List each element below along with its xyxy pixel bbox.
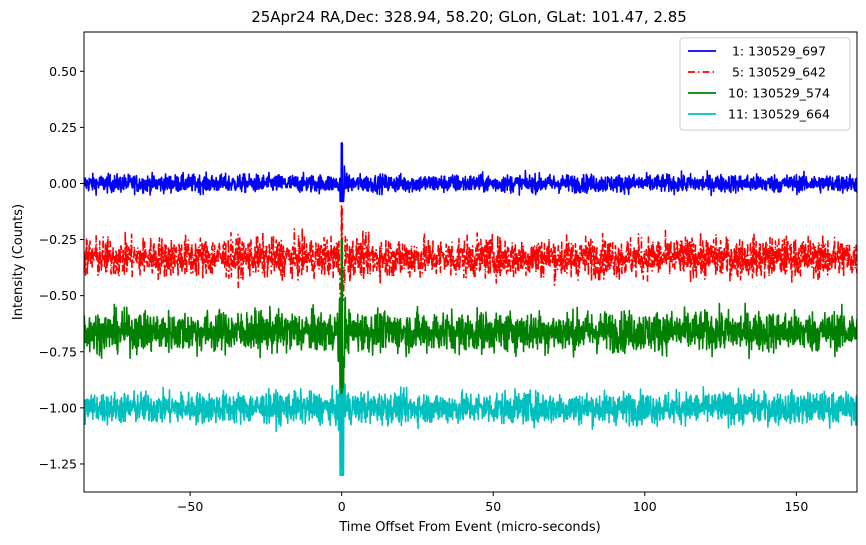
x-axis-label: Time Offset From Event (micro-seconds) xyxy=(338,520,601,535)
y-axis-label: Intensity (Counts) xyxy=(11,204,26,320)
y-tick-label: −1.25 xyxy=(39,456,77,471)
legend-box xyxy=(679,37,851,131)
x-axis: −50 0 50 100 150 xyxy=(177,492,808,514)
x-tick-label: 0 xyxy=(338,499,346,514)
y-tick-label: 0.50 xyxy=(49,64,77,79)
legend: 1: 130529_697 5: 130529_642 10: 130529_57… xyxy=(679,37,851,131)
series-line-4 xyxy=(84,383,857,476)
legend-label: 10: 130529_574 xyxy=(728,86,830,101)
legend-label: 11: 130529_664 xyxy=(728,107,830,122)
x-tick-label: 50 xyxy=(485,499,501,514)
x-tick-label: −50 xyxy=(177,499,203,514)
y-tick-label: 0.25 xyxy=(49,120,77,135)
y-tick-label: 0.00 xyxy=(49,176,77,191)
x-tick-label: 150 xyxy=(784,499,808,514)
series-line-2 xyxy=(84,205,857,301)
y-tick-label: −0.25 xyxy=(39,232,77,247)
y-tick-label: −1.00 xyxy=(39,400,77,415)
x-tick-label: 100 xyxy=(633,499,657,514)
y-axis: 0.50 0.25 0.00 −0.25 −0.50 −0.75 −1.00 −1.25 xyxy=(39,64,84,471)
plot-area xyxy=(84,142,857,476)
legend-label: 5: 130529_642 xyxy=(728,65,826,80)
series-line-1 xyxy=(84,142,857,203)
y-tick-label: −0.50 xyxy=(39,288,77,303)
legend-label: 1: 130529_697 xyxy=(728,44,826,59)
chart-title: 25Apr24 RA,Dec: 328.94, 58.20; GLon, GLa… xyxy=(251,8,687,26)
plot-frame xyxy=(83,31,858,493)
series-line-3 xyxy=(84,238,857,398)
y-tick-label: −0.75 xyxy=(39,344,77,359)
